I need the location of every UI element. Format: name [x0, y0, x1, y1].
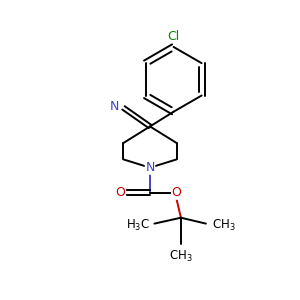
- Text: CH$_3$: CH$_3$: [169, 249, 193, 264]
- Text: O: O: [172, 186, 182, 199]
- Text: O: O: [116, 186, 125, 199]
- Text: Cl: Cl: [167, 29, 180, 43]
- Text: CH$_3$: CH$_3$: [212, 218, 236, 232]
- Text: H$_3$C: H$_3$C: [126, 218, 150, 232]
- Text: N: N: [110, 100, 119, 113]
- Text: N: N: [145, 161, 155, 174]
